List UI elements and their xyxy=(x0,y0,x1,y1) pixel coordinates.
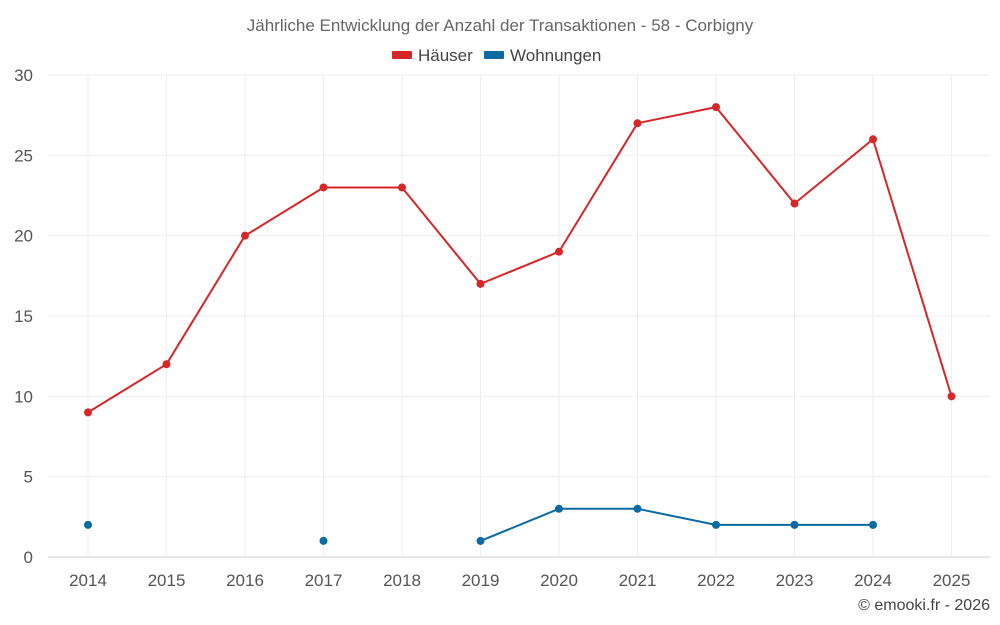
y-tick-label: 0 xyxy=(24,548,33,567)
data-point[interactable] xyxy=(84,408,92,417)
data-point[interactable] xyxy=(319,536,328,545)
legend-swatch-haeuser xyxy=(392,51,412,59)
x-tick-label: 2022 xyxy=(697,571,735,590)
data-point[interactable] xyxy=(241,231,249,240)
data-point[interactable] xyxy=(633,504,642,513)
x-tick-label: 2019 xyxy=(462,571,500,590)
x-tick-label: 2014 xyxy=(69,571,107,590)
data-point[interactable] xyxy=(712,520,720,529)
y-tick-label: 20 xyxy=(14,227,33,246)
data-point[interactable] xyxy=(162,360,171,369)
x-tick-label: 2015 xyxy=(148,571,186,590)
legend-item-wohnungen[interactable]: Wohnungen xyxy=(484,46,601,65)
data-point[interactable] xyxy=(84,520,92,529)
grid xyxy=(48,74,990,558)
x-tick-label: 2023 xyxy=(776,571,814,590)
x-tick-label: 2016 xyxy=(226,571,264,590)
series xyxy=(84,103,956,545)
legend-item-haeuser[interactable]: Häuser xyxy=(392,46,473,65)
y-tick-label: 10 xyxy=(14,387,33,406)
chart-title: Jährliche Entwicklung der Anzahl der Tra… xyxy=(247,16,754,35)
series-haeuser xyxy=(84,103,956,417)
data-point[interactable] xyxy=(476,536,485,545)
data-point[interactable] xyxy=(633,119,642,128)
y-tick-label: 5 xyxy=(24,468,33,487)
data-point[interactable] xyxy=(790,199,799,208)
data-point[interactable] xyxy=(869,520,877,529)
series-line xyxy=(87,106,953,414)
legend: Häuser Wohnungen xyxy=(392,46,601,65)
x-tick-label: 2024 xyxy=(854,571,892,590)
y-tick-label: 30 xyxy=(14,66,33,85)
data-point[interactable] xyxy=(869,135,877,144)
credit-text: © emooki.fr - 2026 xyxy=(858,597,990,614)
x-tick-label: 2017 xyxy=(305,571,343,590)
data-point[interactable] xyxy=(790,520,799,529)
data-point[interactable] xyxy=(398,183,406,192)
data-point[interactable] xyxy=(555,247,563,256)
series-wohnungen xyxy=(84,504,877,545)
data-point[interactable] xyxy=(555,504,563,513)
x-tick-label: 2025 xyxy=(933,571,971,590)
x-tick-label: 2021 xyxy=(619,571,657,590)
data-point[interactable] xyxy=(712,103,720,112)
legend-swatch-wohnungen xyxy=(484,51,504,59)
data-point[interactable] xyxy=(319,183,328,192)
legend-label-haeuser: Häuser xyxy=(418,46,473,65)
y-tick-label: 25 xyxy=(14,146,33,165)
data-point[interactable] xyxy=(947,392,956,401)
data-point[interactable] xyxy=(476,279,485,288)
series-line xyxy=(480,507,873,542)
x-tick-label: 2020 xyxy=(540,571,578,590)
y-tick-label: 15 xyxy=(14,307,33,326)
x-tick-label: 2018 xyxy=(383,571,421,590)
legend-label-wohnungen: Wohnungen xyxy=(510,46,601,65)
